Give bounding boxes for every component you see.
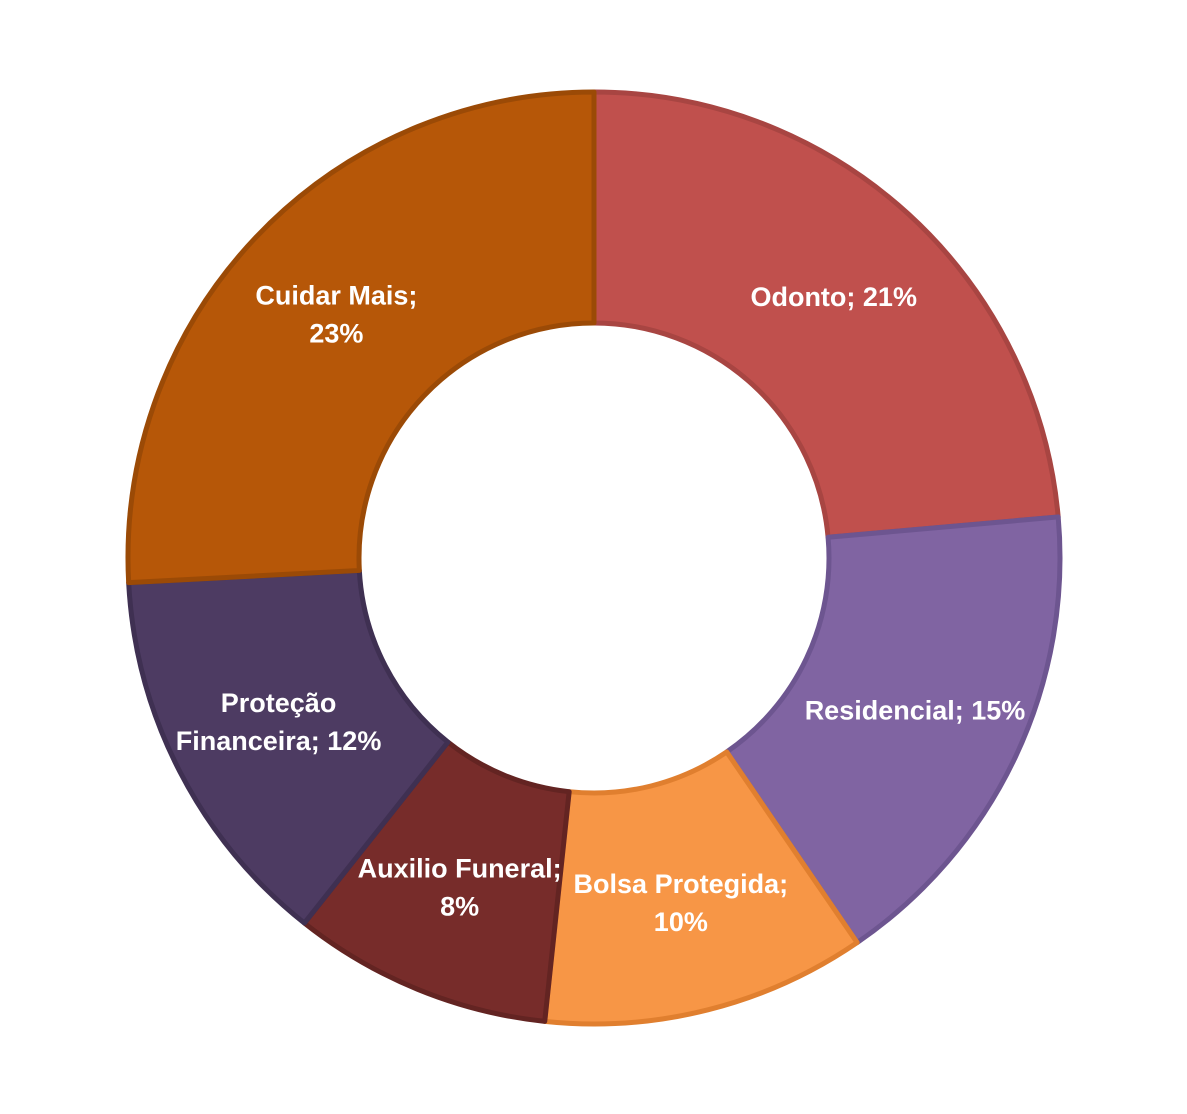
data-label-line: Residencial; 15% <box>805 696 1026 726</box>
data-label-residencial: Residencial; 15% <box>805 696 1026 726</box>
slice-odonto <box>591 89 1061 540</box>
data-label-line: Cuidar Mais; <box>255 281 417 311</box>
data-label-line: Bolsa Protegida; <box>574 869 789 899</box>
data-label-cuidar-mais: Cuidar Mais; 23% <box>255 281 417 349</box>
slices-group <box>125 89 1063 1027</box>
data-label-protecao-financeira: Proteção Financeira; 12% <box>176 688 382 756</box>
data-label-line: Odonto; 21% <box>750 282 917 312</box>
data-label-bolsa-protegida: Bolsa Protegida; 10% <box>574 869 789 937</box>
slice-cuidar-mais <box>125 89 597 586</box>
data-label-line: 23% <box>309 319 363 349</box>
data-label-line: Financeira; 12% <box>176 726 382 756</box>
data-label-line: 8% <box>440 892 479 922</box>
data-label-auxilio-funeral: Auxilio Funeral; 8% <box>358 854 562 922</box>
slice-bolsa-protegida <box>542 749 860 1027</box>
data-label-odonto: Odonto; 21% <box>750 282 917 312</box>
data-label-line: Auxilio Funeral; <box>358 854 562 884</box>
data-label-line: 10% <box>654 907 708 937</box>
data-label-line: Proteção <box>221 688 337 718</box>
slice-protecao-financeira <box>126 567 451 926</box>
slice-residencial <box>724 514 1063 946</box>
labels-group: Odonto; 21% Residencial; 15% Bolsa Protegi… <box>176 281 1026 938</box>
